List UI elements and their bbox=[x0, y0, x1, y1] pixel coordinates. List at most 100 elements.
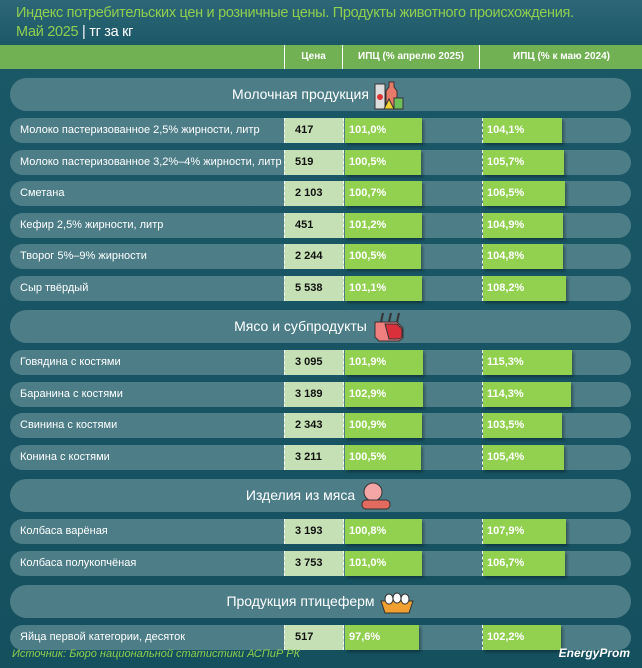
table-row: Молоко пастеризованное 3,2%–4% жирности,… bbox=[10, 149, 631, 175]
price-cell: 451 bbox=[284, 212, 344, 238]
divider bbox=[482, 149, 483, 175]
table-row: Молоко пастеризованное 2,5% жирности, ли… bbox=[10, 118, 631, 143]
product-label: Колбаса варёная bbox=[20, 525, 108, 537]
price-cell: 417 bbox=[284, 118, 344, 143]
cpi-month-bar: 100,8% bbox=[345, 519, 422, 544]
cpi-year-bar: 102,2% bbox=[483, 625, 561, 650]
cpi-year-bar: 107,9% bbox=[483, 519, 566, 544]
divider bbox=[482, 350, 483, 375]
price-cell: 3 095 bbox=[284, 350, 344, 375]
divider bbox=[482, 413, 483, 438]
price-cell: 3 211 bbox=[284, 444, 344, 470]
period: Май 2025 bbox=[16, 24, 79, 40]
divider bbox=[482, 381, 483, 407]
cpi-year-bar: 104,9% bbox=[483, 212, 564, 238]
divider bbox=[482, 275, 483, 301]
price-cell: 2 103 bbox=[284, 181, 344, 206]
col-cpi-month: ИПЦ (% апрелю 2025) bbox=[342, 45, 479, 69]
logo: EnergyProm bbox=[558, 646, 630, 660]
product-label: Сыр твёрдый bbox=[20, 281, 89, 294]
divider bbox=[482, 444, 483, 470]
product-label: Свинина с костями bbox=[20, 419, 118, 431]
product-label: Молоко пастеризованное 2,5% жирности, ли… bbox=[20, 124, 260, 136]
cpi-month-bar: 101,2% bbox=[345, 212, 423, 238]
cpi-month-bar: 102,9% bbox=[345, 381, 424, 407]
eggs-icon bbox=[375, 592, 415, 614]
section-header: Молочная продукция bbox=[10, 78, 631, 111]
table-row: Свинина с костями 2 343 100,9% 103,5% bbox=[10, 413, 631, 438]
table-row: Яйца первой категории, десяток 517 97,6% 10… bbox=[10, 625, 631, 650]
section-header: Изделия из мяса bbox=[10, 479, 631, 512]
price-cell: 2 244 bbox=[284, 244, 344, 269]
table-row: Колбаса варёная 3 193 100,8% 107,9% bbox=[10, 519, 631, 544]
cpi-month-bar: 101,0% bbox=[345, 550, 422, 576]
divider bbox=[482, 550, 483, 576]
table-row: Конина с костями 3 211 100,5% 105,4% bbox=[10, 444, 631, 470]
divider bbox=[482, 244, 483, 269]
price-cell: 2 343 bbox=[284, 413, 344, 438]
cpi-year-bar: 104,1% bbox=[483, 118, 563, 143]
cpi-month-bar: 100,5% bbox=[345, 149, 422, 175]
meat-icon bbox=[367, 313, 407, 342]
table-row: Сметана 2 103 100,7% 106,5% bbox=[10, 181, 631, 206]
column-header: Цена ИПЦ (% апрелю 2025) ИПЦ (% к маю 20… bbox=[0, 45, 642, 69]
product-label: Кефир 2,5% жирности, литр bbox=[20, 218, 164, 231]
table-row: Кефир 2,5% жирности, литр 451 101,2% 104,9% bbox=[10, 212, 631, 238]
cpi-year-bar: 105,4% bbox=[483, 444, 564, 470]
cpi-year-bar: 108,2% bbox=[483, 275, 566, 301]
table-row: Говядина с костями 3 095 101,9% 115,3% bbox=[10, 350, 631, 375]
title: Индекс потребительских цен и розничные ц… bbox=[16, 5, 574, 40]
product-label: Конина с костями bbox=[20, 450, 110, 463]
cpi-month-bar: 101,1% bbox=[345, 275, 422, 301]
cpi-year-bar: 104,8% bbox=[483, 244, 564, 269]
price-cell: 517 bbox=[284, 625, 344, 650]
product-label: Сметана bbox=[20, 187, 65, 199]
cpi-month-bar: 97,6% bbox=[345, 625, 419, 650]
divider bbox=[482, 625, 483, 650]
product-label: Творог 5%–9% жирности bbox=[20, 250, 147, 262]
cpi-year-bar: 114,3% bbox=[483, 381, 572, 407]
cpi-year-bar: 103,5% bbox=[483, 413, 562, 438]
sausage-icon bbox=[355, 482, 395, 510]
product-label: Баранина с костями bbox=[20, 387, 123, 400]
cpi-month-bar: 100,9% bbox=[345, 413, 422, 438]
section-header: Продукция птицеферм bbox=[10, 585, 631, 618]
price-cell: 3 193 bbox=[284, 519, 344, 544]
cpi-year-bar: 106,7% bbox=[483, 550, 565, 576]
col-price: Цена bbox=[284, 45, 342, 69]
cpi-month-bar: 100,5% bbox=[345, 244, 422, 269]
title-text: Индекс потребительских цен и розничные ц… bbox=[16, 5, 574, 21]
section-header: Мясо и субпродукты bbox=[10, 310, 631, 343]
cpi-year-bar: 115,3% bbox=[483, 350, 572, 375]
section-title: Изделия из мяса bbox=[245, 487, 356, 503]
section-title: Мясо и субпродукты bbox=[234, 318, 367, 334]
section-title: Продукция птицеферм bbox=[226, 593, 375, 609]
cpi-month-bar: 100,7% bbox=[345, 181, 422, 206]
table-row: Сыр твёрдый 5 538 101,1% 108,2% bbox=[10, 275, 631, 301]
price-cell: 3 753 bbox=[284, 550, 344, 576]
table-row: Баранина с костями 3 189 102,9% 114,3% bbox=[10, 381, 631, 407]
source: Источник: Бюро национальной статистики А… bbox=[12, 648, 301, 660]
price-cell: 519 bbox=[284, 149, 344, 175]
section-title: Молочная продукция bbox=[232, 86, 369, 102]
cpi-year-bar: 105,7% bbox=[483, 149, 564, 175]
divider bbox=[482, 118, 483, 143]
cpi-year-bar: 106,5% bbox=[483, 181, 565, 206]
unit: тг за кг bbox=[89, 24, 134, 40]
dairy-icon bbox=[369, 81, 409, 110]
cpi-month-bar: 101,0% bbox=[345, 118, 422, 143]
cpi-month-bar: 100,5% bbox=[345, 444, 422, 470]
product-label: Молоко пастеризованное 3,2%–4% жирности,… bbox=[20, 155, 282, 168]
divider bbox=[482, 212, 483, 238]
table-row: Творог 5%–9% жирности 2 244 100,5% 104,8% bbox=[10, 244, 631, 269]
cpi-month-bar: 101,9% bbox=[345, 350, 423, 375]
price-cell: 3 189 bbox=[284, 381, 344, 407]
divider bbox=[482, 181, 483, 206]
table-row: Колбаса полукопчёная 3 753 101,0% 106,7% bbox=[10, 550, 631, 576]
product-label: Говядина с костями bbox=[20, 356, 121, 368]
product-label: Колбаса полукопчёная bbox=[20, 556, 137, 569]
price-cell: 5 538 bbox=[284, 275, 344, 301]
col-cpi-year: ИПЦ (% к маю 2024) bbox=[479, 45, 642, 69]
product-label: Яйца первой категории, десяток bbox=[20, 631, 185, 643]
